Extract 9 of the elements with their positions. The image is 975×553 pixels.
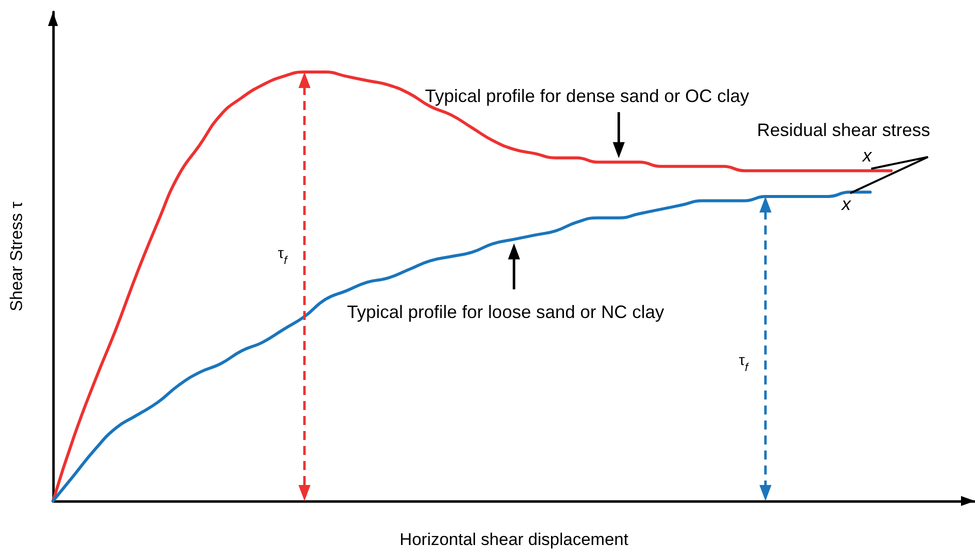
annotation: Residual shear stress [757,120,930,140]
annotation: τ$_{f}$ [738,352,750,374]
annotation: x [840,194,852,214]
x-axis-title: Horizontal shear displacement [400,530,629,549]
annotation: Typical profile for dense sand or OC clay [425,86,750,106]
annotation: x [862,146,873,166]
y-axis-title: Shear Stress τ [7,201,26,312]
annotation: Typical profile for loose sand or NC clay [347,302,664,322]
annotation: τ$_{f}$ [278,245,289,267]
